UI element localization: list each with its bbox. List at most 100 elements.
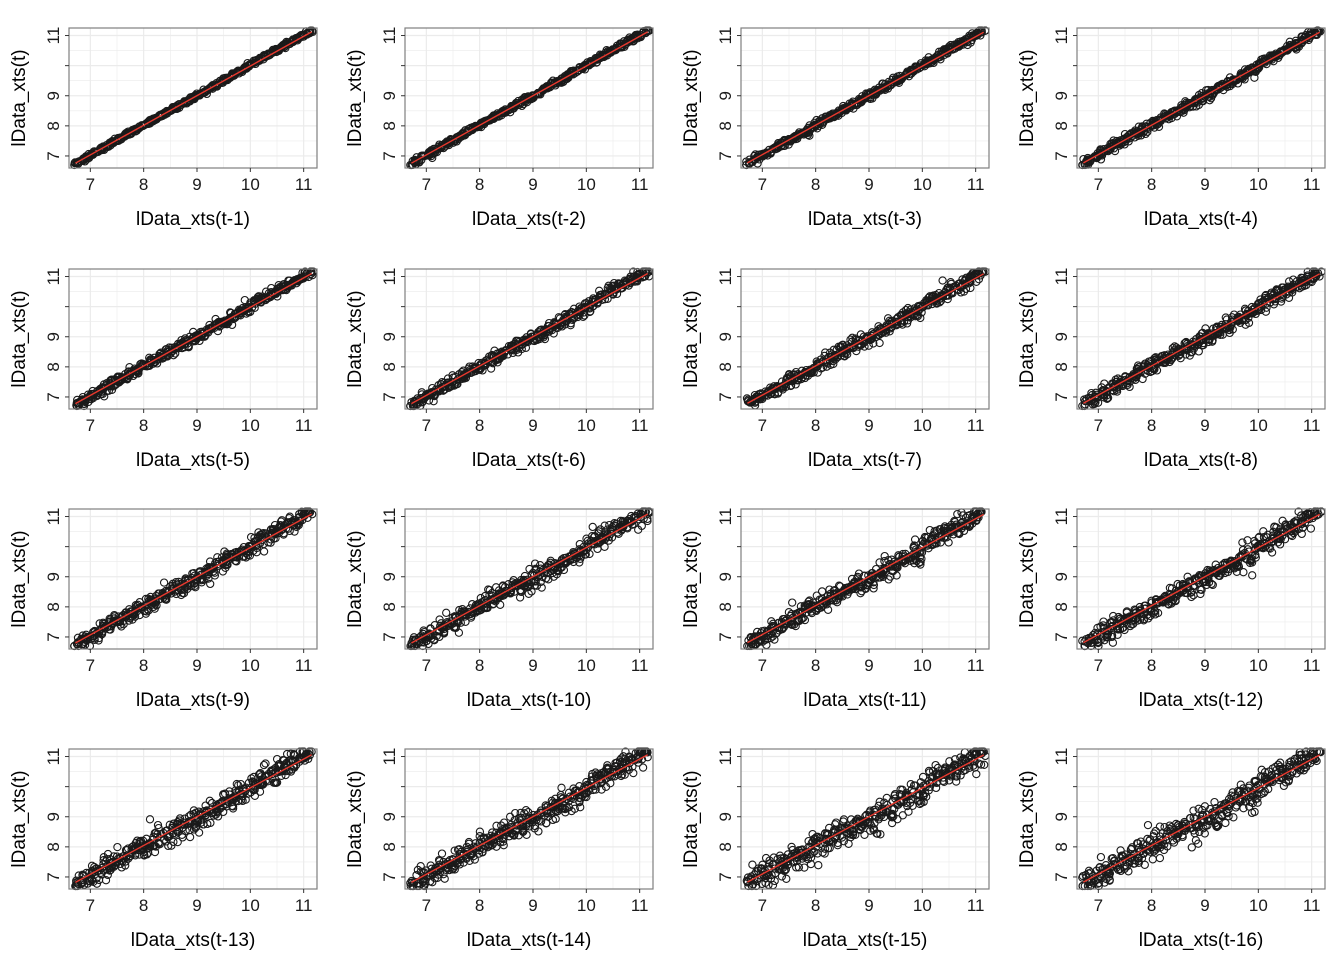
y-tick-label: 9: [716, 332, 735, 341]
y-axis-title: lData_xts(t): [345, 530, 366, 627]
y-axis-title: lData_xts(t): [1017, 290, 1038, 387]
data-point: [805, 131, 814, 140]
x-tick-label: 10: [577, 175, 596, 194]
x-tick-label: 10: [1249, 175, 1268, 194]
y-tick-label: 11: [44, 27, 63, 45]
y-tick-label: 9: [44, 572, 63, 581]
y-tick-label: 9: [1052, 91, 1071, 100]
y-axis-title: lData_xts(t): [345, 49, 366, 146]
y-tick-label: 9: [44, 91, 63, 100]
x-axis-title: lData_xts(t-6): [472, 450, 586, 471]
x-axis-title: lData_xts(t-7): [808, 450, 922, 471]
x-axis-title: lData_xts(t-8): [1144, 450, 1258, 471]
y-tick-label: 11: [44, 508, 63, 526]
x-tick-label: 8: [139, 175, 148, 194]
x-tick-label: 7: [86, 416, 95, 435]
x-tick-label: 11: [631, 175, 649, 194]
x-axis-title: lData_xts(t-4): [1144, 209, 1258, 230]
y-tick-label: 8: [44, 362, 63, 371]
x-tick-label: 8: [811, 416, 820, 435]
y-tick-label: 11: [1052, 27, 1071, 45]
y-tick-label: 8: [380, 362, 399, 371]
y-axis-title: lData_xts(t): [681, 49, 702, 146]
x-tick-label: 8: [139, 656, 148, 675]
x-tick-label: 10: [1249, 416, 1268, 435]
x-tick-label: 9: [864, 416, 873, 435]
y-tick-label: 9: [716, 91, 735, 100]
y-tick-label: 7: [380, 632, 399, 641]
x-tick-label: 7: [86, 175, 95, 194]
x-tick-label: 9: [864, 175, 873, 194]
y-tick-label: 8: [1052, 362, 1071, 371]
y-tick-label: 7: [44, 151, 63, 160]
x-tick-label: 11: [1303, 175, 1321, 194]
data-point: [620, 40, 630, 50]
x-tick-label: 11: [967, 416, 985, 435]
y-tick-label: 11: [380, 268, 399, 286]
x-axis-title: lData_xts(t-2): [472, 209, 586, 230]
data-point: [130, 124, 139, 134]
y-axis-title: lData_xts(t): [1017, 49, 1038, 146]
y-tick-label: 7: [44, 392, 63, 401]
x-axis-title: lData_xts(t-9): [136, 690, 250, 711]
y-tick-label: 7: [380, 392, 399, 401]
y-tick-label: 7: [716, 392, 735, 401]
data-point: [532, 90, 542, 99]
x-axis-title: lData_xts(t-3): [808, 209, 922, 230]
x-tick-label: 11: [295, 175, 313, 194]
x-tick-label: 11: [295, 656, 313, 675]
y-tick-label: 7: [44, 632, 63, 641]
y-tick-label: 7: [1052, 151, 1071, 160]
y-tick-label: 9: [380, 91, 399, 100]
x-tick-label: 8: [139, 416, 148, 435]
x-tick-label: 9: [1200, 416, 1209, 435]
x-tick-label: 9: [192, 416, 201, 435]
x-tick-label: 10: [913, 416, 932, 435]
y-tick-label: 9: [44, 332, 63, 341]
x-tick-label: 10: [241, 175, 260, 194]
x-tick-label: 8: [1147, 175, 1156, 194]
x-tick-label: 11: [967, 175, 985, 194]
fit-line: [411, 31, 649, 164]
x-tick-label: 10: [241, 416, 260, 435]
y-tick-label: 9: [380, 572, 399, 581]
x-tick-label: 7: [422, 656, 431, 675]
x-tick-label: 7: [86, 656, 95, 675]
x-tick-label: 8: [475, 656, 484, 675]
x-tick-label: 9: [192, 175, 201, 194]
x-tick-label: 9: [1200, 175, 1209, 194]
x-tick-label: 11: [1303, 416, 1321, 435]
data-point: [191, 91, 201, 100]
panel-border: [68, 27, 318, 169]
x-tick-label: 8: [475, 416, 484, 435]
y-tick-label: 11: [380, 508, 399, 526]
x-axis-title: lData_xts(t-10): [467, 690, 592, 711]
x-tick-label: 9: [528, 656, 537, 675]
x-tick-label: 10: [577, 416, 596, 435]
y-tick-label: 11: [44, 268, 63, 286]
y-tick-label: 9: [1052, 332, 1071, 341]
x-tick-label: 7: [758, 416, 767, 435]
panel-border: [404, 27, 654, 169]
fit-line: [75, 31, 313, 164]
y-tick-label: 8: [380, 121, 399, 130]
y-tick-label: 8: [380, 602, 399, 611]
y-tick-label: 9: [380, 332, 399, 341]
y-tick-label: 11: [380, 27, 399, 45]
x-tick-label: 9: [528, 175, 537, 194]
y-tick-label: 8: [44, 121, 63, 130]
y-tick-label: 7: [716, 151, 735, 160]
x-tick-label: 10: [577, 656, 596, 675]
x-tick-label: 7: [758, 175, 767, 194]
